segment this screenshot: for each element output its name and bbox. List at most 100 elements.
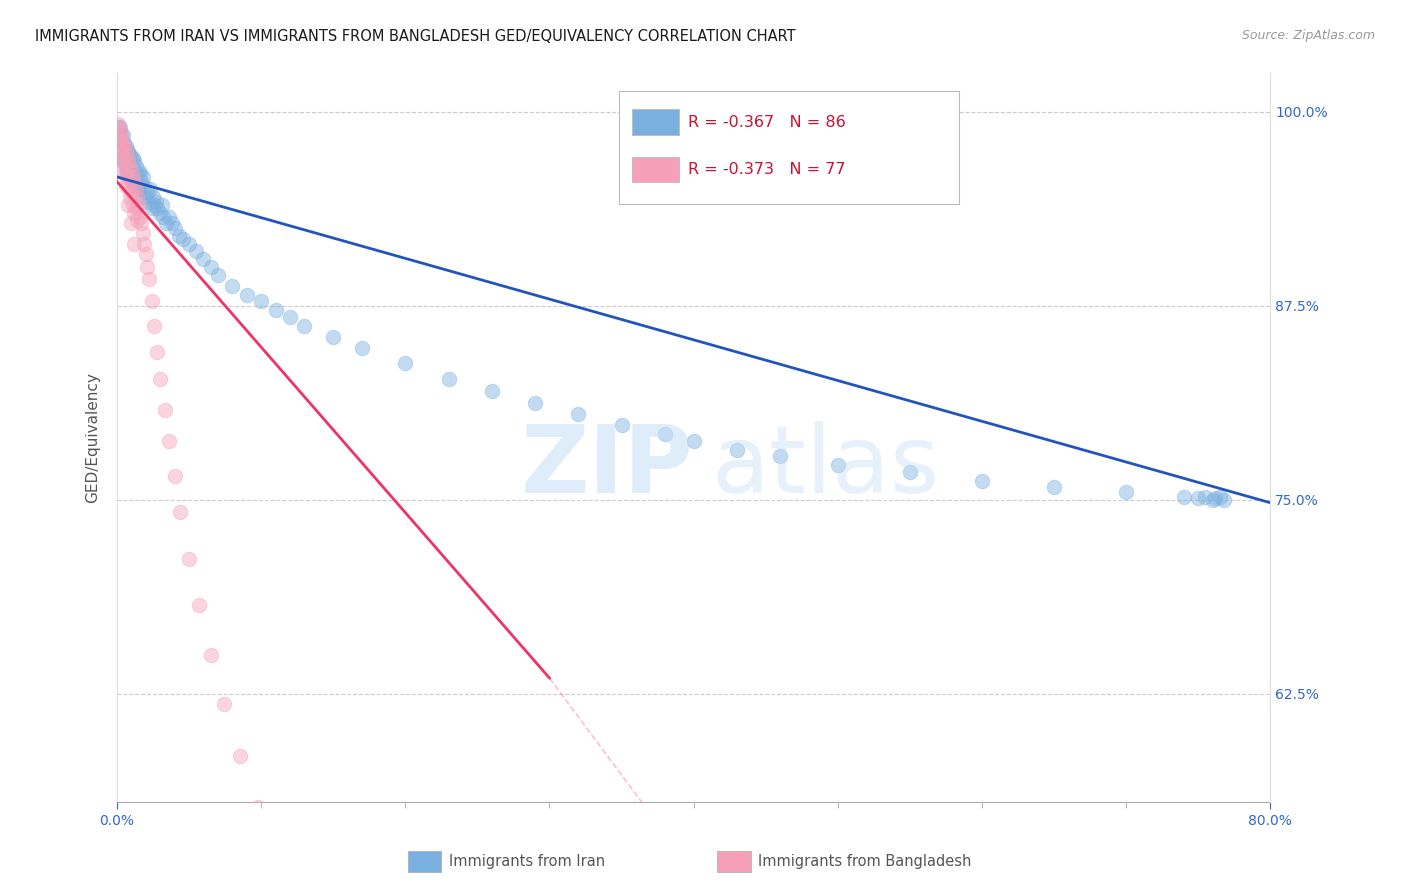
Point bbox=[1115, 484, 1137, 499]
Point bbox=[110, 144, 132, 158]
Point bbox=[115, 148, 138, 162]
Point bbox=[153, 402, 176, 417]
Point bbox=[127, 190, 149, 204]
Point bbox=[114, 179, 136, 194]
Point bbox=[110, 128, 132, 142]
Point bbox=[112, 136, 135, 150]
Point bbox=[682, 434, 704, 448]
Point bbox=[207, 268, 229, 282]
Point bbox=[114, 144, 136, 158]
Point bbox=[654, 427, 676, 442]
Point bbox=[122, 175, 145, 189]
Text: Immigrants from Bangladesh: Immigrants from Bangladesh bbox=[758, 855, 972, 869]
Point bbox=[125, 159, 148, 173]
Point bbox=[121, 169, 143, 184]
Point bbox=[172, 232, 194, 246]
Point bbox=[112, 139, 135, 153]
Point bbox=[139, 182, 162, 196]
Point bbox=[122, 154, 145, 169]
Point bbox=[114, 159, 136, 173]
Point bbox=[120, 167, 142, 181]
Point bbox=[121, 175, 143, 189]
Point bbox=[120, 151, 142, 165]
Point bbox=[110, 128, 132, 142]
Point bbox=[725, 442, 748, 457]
Point bbox=[125, 182, 148, 196]
Point bbox=[112, 159, 135, 173]
Point bbox=[131, 217, 153, 231]
Point bbox=[188, 598, 211, 612]
Point bbox=[118, 190, 141, 204]
Point bbox=[135, 190, 157, 204]
Point bbox=[117, 144, 139, 158]
Point bbox=[1201, 492, 1223, 507]
Point bbox=[970, 474, 993, 488]
Point bbox=[129, 179, 152, 194]
Point bbox=[117, 179, 139, 194]
Point bbox=[110, 144, 132, 158]
Point bbox=[898, 465, 921, 479]
Point bbox=[131, 175, 153, 189]
Point bbox=[108, 133, 131, 147]
Point bbox=[115, 144, 138, 158]
Point bbox=[250, 293, 273, 308]
Point bbox=[112, 154, 135, 169]
FancyBboxPatch shape bbox=[619, 91, 959, 204]
Point bbox=[129, 167, 152, 181]
Text: Source: ZipAtlas.com: Source: ZipAtlas.com bbox=[1241, 29, 1375, 42]
Point bbox=[122, 205, 145, 219]
Point bbox=[146, 201, 169, 215]
Bar bbox=[633, 157, 679, 182]
Point bbox=[136, 260, 159, 274]
Point bbox=[128, 163, 150, 178]
Point bbox=[163, 469, 186, 483]
Point bbox=[108, 120, 131, 135]
Point bbox=[108, 133, 131, 147]
Point bbox=[128, 198, 150, 212]
Point bbox=[228, 748, 250, 763]
Point bbox=[112, 167, 135, 181]
Point bbox=[146, 345, 169, 359]
Point bbox=[107, 117, 129, 131]
Point bbox=[1187, 491, 1209, 505]
Point bbox=[132, 190, 155, 204]
Text: R = -0.373   N = 77: R = -0.373 N = 77 bbox=[688, 162, 845, 178]
Point bbox=[142, 190, 165, 204]
Point bbox=[157, 211, 180, 225]
Point bbox=[394, 356, 416, 370]
Point bbox=[141, 293, 163, 308]
Point bbox=[122, 236, 145, 251]
Bar bbox=[633, 110, 679, 135]
Point bbox=[322, 329, 344, 343]
Point bbox=[481, 384, 503, 398]
Point bbox=[567, 407, 589, 421]
Point bbox=[127, 167, 149, 181]
Point bbox=[127, 213, 149, 227]
Point bbox=[437, 371, 460, 385]
Point bbox=[177, 551, 200, 566]
Point bbox=[120, 163, 142, 178]
Point bbox=[107, 120, 129, 135]
Point bbox=[152, 211, 174, 225]
Point bbox=[136, 186, 159, 200]
Point bbox=[118, 148, 141, 162]
Point bbox=[117, 154, 139, 169]
Point bbox=[212, 698, 235, 712]
Point bbox=[1213, 492, 1236, 507]
Point bbox=[769, 449, 792, 463]
Point bbox=[1043, 480, 1066, 494]
Point bbox=[247, 799, 270, 814]
Point bbox=[186, 244, 208, 259]
Point bbox=[269, 853, 291, 867]
Point bbox=[1173, 490, 1195, 504]
Point bbox=[1204, 491, 1226, 505]
Point bbox=[121, 151, 143, 165]
Text: R = -0.367   N = 86: R = -0.367 N = 86 bbox=[688, 115, 845, 130]
Point bbox=[111, 154, 134, 169]
Point bbox=[264, 303, 287, 318]
Point bbox=[114, 139, 136, 153]
Point bbox=[132, 169, 155, 184]
Point bbox=[134, 179, 156, 194]
Point bbox=[118, 159, 141, 173]
Point bbox=[235, 288, 257, 302]
